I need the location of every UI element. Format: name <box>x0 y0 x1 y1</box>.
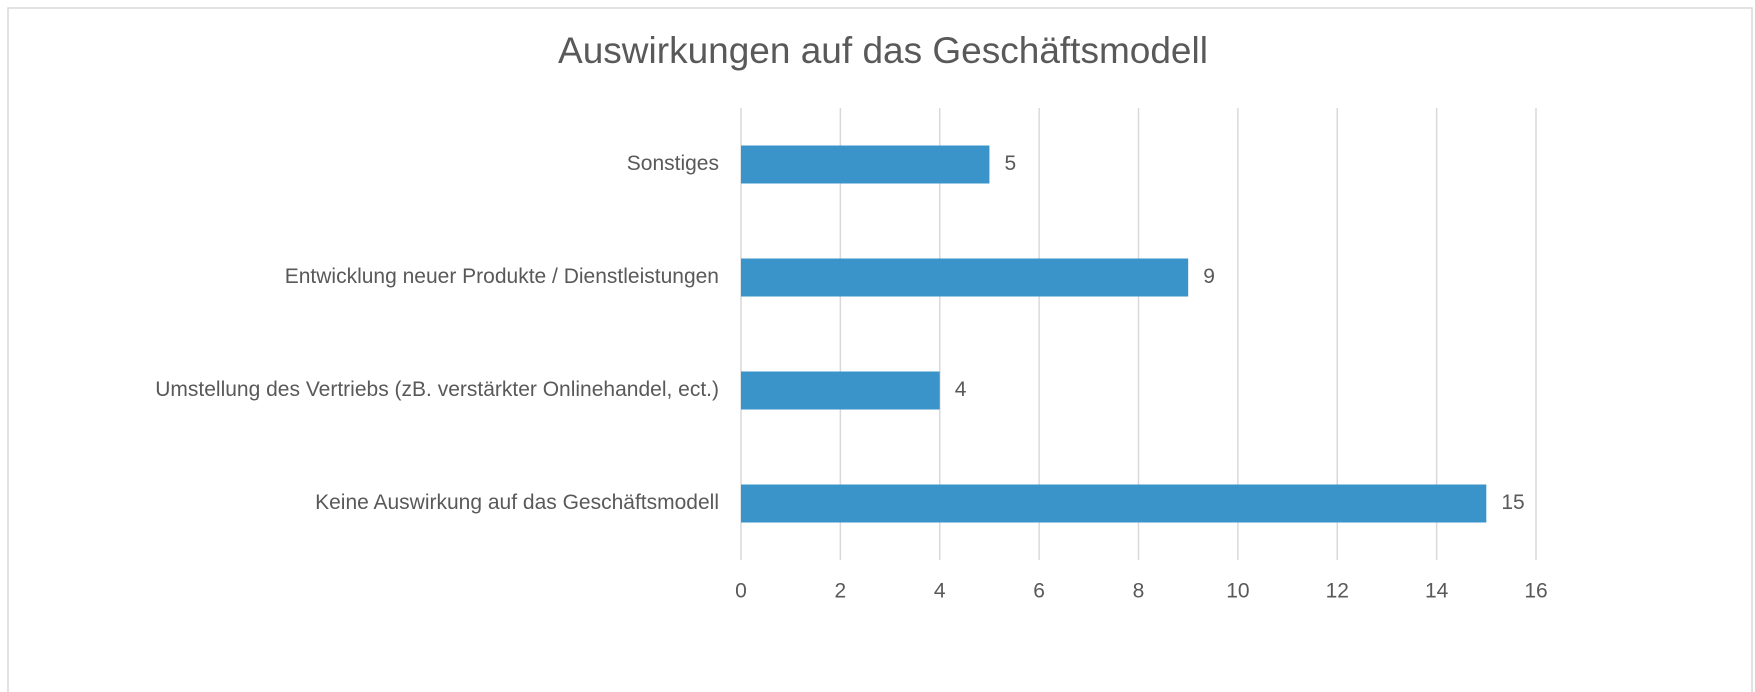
data-label: 5 <box>1004 152 1016 175</box>
y-tick-label: Keine Auswirkung auf das Geschäftsmodell <box>315 491 719 514</box>
x-tick-label: 6 <box>1033 580 1045 603</box>
data-label: 4 <box>955 378 967 401</box>
x-tick-label: 4 <box>934 580 946 603</box>
x-tick-label: 10 <box>1226 580 1249 603</box>
x-tick-label: 14 <box>1425 580 1449 603</box>
bar <box>741 484 1487 523</box>
chart-title: Auswirkungen auf das Geschäftsmodell <box>558 30 1208 71</box>
x-tick-label: 0 <box>735 580 747 603</box>
bar <box>741 371 940 410</box>
bar <box>741 258 1189 297</box>
bar <box>741 145 990 184</box>
chart-border <box>7 7 1753 692</box>
x-tick-label: 8 <box>1133 580 1145 603</box>
y-tick-label: Umstellung des Vertriebs (zB. verstärkte… <box>155 378 719 401</box>
x-tick-label: 16 <box>1524 580 1547 603</box>
x-tick-label: 12 <box>1326 580 1349 603</box>
data-label: 9 <box>1203 265 1215 288</box>
y-tick-label: Sonstiges <box>627 152 719 175</box>
data-label: 15 <box>1501 491 1524 514</box>
y-tick-label: Entwicklung neuer Produkte / Dienstleist… <box>285 265 719 288</box>
x-tick-label: 2 <box>835 580 847 603</box>
